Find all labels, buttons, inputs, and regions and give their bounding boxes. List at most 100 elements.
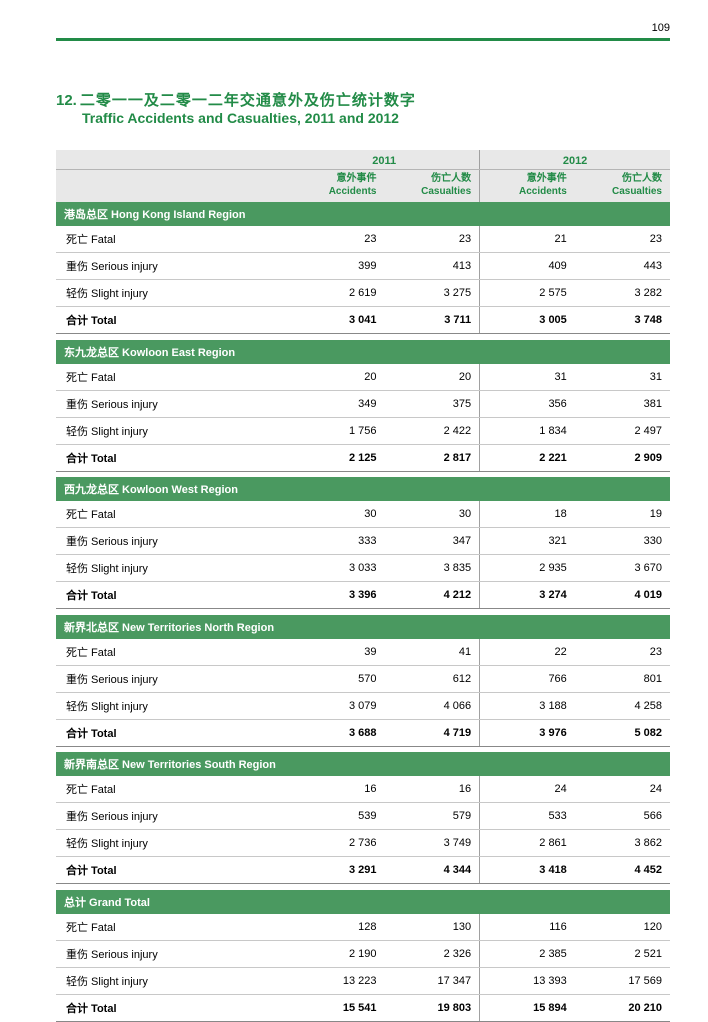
total-label: 合计 Total <box>56 994 289 1021</box>
cell-casualties-2011: 16 <box>384 776 479 803</box>
title-number: 12. <box>56 92 77 109</box>
cell-casualties-2011: 375 <box>384 390 479 417</box>
total-casualties-2011: 4 212 <box>384 582 479 609</box>
col-casualties-2012: 伤亡人数 Casualties <box>575 170 670 203</box>
row-label: 死亡 Fatal <box>56 501 289 528</box>
cell-casualties-2011: 30 <box>384 501 479 528</box>
total-casualties-2012: 2 909 <box>575 444 670 471</box>
total-label: 合计 Total <box>56 307 289 334</box>
cell-accidents-2011: 3 079 <box>289 692 384 719</box>
cell-casualties-2012: 3 282 <box>575 280 670 307</box>
total-casualties-2012: 4 452 <box>575 857 670 884</box>
cell-casualties-2012: 330 <box>575 528 670 555</box>
total-accidents-2012: 3 274 <box>480 582 575 609</box>
title-block: 12. 二零一一及二零一二年交通意外及伤亡统计数字 Traffic Accide… <box>56 89 670 126</box>
cell-casualties-2012: 3 670 <box>575 555 670 582</box>
cell-accidents-2012: 356 <box>480 390 575 417</box>
section-name: 港岛总区 Hong Kong Island Region <box>56 202 670 226</box>
total-row: 合计 Total3 6884 7193 9765 082 <box>56 719 670 746</box>
col-casualties-2011: 伤亡人数 Casualties <box>384 170 479 203</box>
section-header: 西九龙总区 Kowloon West Region <box>56 477 670 501</box>
table-row: 死亡 Fatal128130116120 <box>56 914 670 941</box>
cell-accidents-2012: 24 <box>480 776 575 803</box>
page-number: 109 <box>56 22 670 34</box>
total-accidents-2011: 2 125 <box>289 444 384 471</box>
cell-accidents-2011: 23 <box>289 226 384 253</box>
cell-accidents-2011: 20 <box>289 364 384 391</box>
section-name: 新界南总区 New Territories South Region <box>56 752 670 776</box>
cell-accidents-2011: 2 190 <box>289 940 384 967</box>
cell-accidents-2011: 128 <box>289 914 384 941</box>
cell-casualties-2012: 24 <box>575 776 670 803</box>
total-accidents-2011: 3 688 <box>289 719 384 746</box>
cell-accidents-2011: 13 223 <box>289 967 384 994</box>
cell-casualties-2012: 381 <box>575 390 670 417</box>
total-accidents-2012: 3 418 <box>480 857 575 884</box>
cell-casualties-2011: 130 <box>384 914 479 941</box>
section-header: 新界南总区 New Territories South Region <box>56 752 670 776</box>
row-label: 死亡 Fatal <box>56 776 289 803</box>
total-accidents-2012: 2 221 <box>480 444 575 471</box>
cell-casualties-2011: 612 <box>384 665 479 692</box>
table-row: 死亡 Fatal16162424 <box>56 776 670 803</box>
cell-casualties-2012: 2 497 <box>575 417 670 444</box>
row-label: 重伤 Serious injury <box>56 253 289 280</box>
cell-accidents-2012: 533 <box>480 803 575 830</box>
total-row: 合计 Total15 54119 80315 89420 210 <box>56 994 670 1021</box>
cell-casualties-2012: 3 862 <box>575 830 670 857</box>
cell-casualties-2011: 413 <box>384 253 479 280</box>
row-label: 死亡 Fatal <box>56 639 289 666</box>
cell-casualties-2011: 2 326 <box>384 940 479 967</box>
row-label: 死亡 Fatal <box>56 364 289 391</box>
total-casualties-2011: 3 711 <box>384 307 479 334</box>
row-label: 重伤 Serious injury <box>56 940 289 967</box>
total-accidents-2012: 15 894 <box>480 994 575 1021</box>
cell-casualties-2012: 2 521 <box>575 940 670 967</box>
cell-accidents-2012: 21 <box>480 226 575 253</box>
table-row: 重伤 Serious injury570612766801 <box>56 665 670 692</box>
cell-accidents-2012: 18 <box>480 501 575 528</box>
table-row: 死亡 Fatal20203131 <box>56 364 670 391</box>
total-accidents-2011: 3 041 <box>289 307 384 334</box>
total-row: 合计 Total3 3964 2123 2744 019 <box>56 582 670 609</box>
total-casualties-2012: 3 748 <box>575 307 670 334</box>
row-label: 死亡 Fatal <box>56 226 289 253</box>
cell-casualties-2011: 3 275 <box>384 280 479 307</box>
cell-accidents-2012: 2 861 <box>480 830 575 857</box>
total-casualties-2011: 4 719 <box>384 719 479 746</box>
row-label: 轻伤 Slight injury <box>56 417 289 444</box>
table-row: 轻伤 Slight injury2 6193 2752 5753 282 <box>56 280 670 307</box>
cell-accidents-2011: 1 756 <box>289 417 384 444</box>
table-row: 轻伤 Slight injury3 0794 0663 1884 258 <box>56 692 670 719</box>
cell-casualties-2012: 23 <box>575 226 670 253</box>
cell-casualties-2012: 443 <box>575 253 670 280</box>
row-label: 重伤 Serious injury <box>56 803 289 830</box>
total-casualties-2012: 5 082 <box>575 719 670 746</box>
row-label: 重伤 Serious injury <box>56 665 289 692</box>
year-2012: 2012 <box>480 150 670 170</box>
table-row: 轻伤 Slight injury2 7363 7492 8613 862 <box>56 830 670 857</box>
cell-accidents-2011: 2 736 <box>289 830 384 857</box>
total-casualties-2011: 4 344 <box>384 857 479 884</box>
cell-accidents-2011: 570 <box>289 665 384 692</box>
cell-accidents-2012: 31 <box>480 364 575 391</box>
cell-casualties-2012: 17 569 <box>575 967 670 994</box>
cell-accidents-2012: 3 188 <box>480 692 575 719</box>
row-label: 死亡 Fatal <box>56 914 289 941</box>
total-accidents-2011: 3 396 <box>289 582 384 609</box>
cell-accidents-2012: 1 834 <box>480 417 575 444</box>
table-row: 重伤 Serious injury349375356381 <box>56 390 670 417</box>
table-row: 轻伤 Slight injury13 22317 34713 39317 569 <box>56 967 670 994</box>
section-name: 东九龙总区 Kowloon East Region <box>56 340 670 364</box>
cell-accidents-2012: 2 385 <box>480 940 575 967</box>
total-casualties-2011: 19 803 <box>384 994 479 1021</box>
table-row: 轻伤 Slight injury3 0333 8352 9353 670 <box>56 555 670 582</box>
section-header: 新界北总区 New Territories North Region <box>56 615 670 639</box>
total-accidents-2012: 3 976 <box>480 719 575 746</box>
total-casualties-2011: 2 817 <box>384 444 479 471</box>
total-label: 合计 Total <box>56 444 289 471</box>
row-label: 轻伤 Slight injury <box>56 830 289 857</box>
cell-accidents-2011: 349 <box>289 390 384 417</box>
cell-casualties-2012: 801 <box>575 665 670 692</box>
cell-casualties-2011: 17 347 <box>384 967 479 994</box>
